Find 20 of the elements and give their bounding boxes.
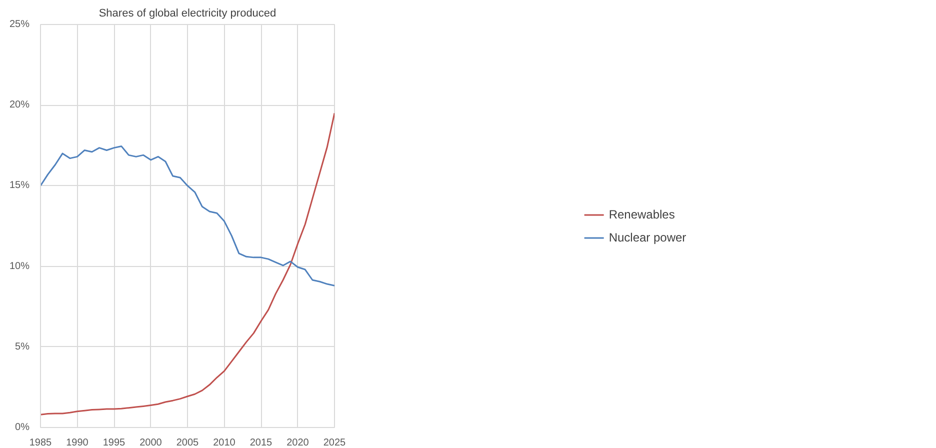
x-tick-label: 2020 [286,438,310,448]
y-tick-label: 20% [9,100,30,111]
y-tick-label: 5% [15,341,30,352]
legend-label: Nuclear power [608,230,686,244]
x-tick-label: 1995 [102,438,126,448]
x-tick-label: 2000 [140,438,162,448]
x-tick-label: 1985 [29,438,52,448]
chart-title: Shares of global electricity produced [98,8,276,20]
legend-label: Renewables [608,207,675,221]
x-tick-label: 2025 [323,438,346,448]
line-series [40,145,334,286]
x-tick-label: 2010 [213,438,236,448]
x-tick-label: 2015 [250,438,273,448]
y-tick-label: 15% [9,180,30,192]
x-tick-label: 2005 [176,438,200,448]
y-tick-label: 0% [15,422,30,433]
line-series [40,112,334,416]
y-tick-label: 10% [9,260,30,272]
y-tick-label: 25% [9,19,30,30]
x-tick-label: 1990 [66,438,89,448]
